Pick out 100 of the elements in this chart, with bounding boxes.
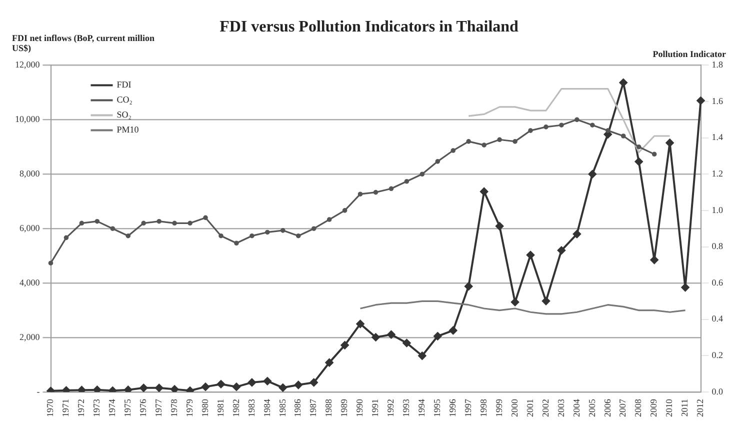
y2-axis-title: Pollution Indicator xyxy=(652,49,726,60)
point xyxy=(574,117,580,122)
y2-tick-label: 0.2 xyxy=(712,350,723,360)
point xyxy=(124,386,132,392)
legend-label: CO₂ xyxy=(116,94,132,105)
point xyxy=(590,122,595,128)
x-tick-label: 1970 xyxy=(45,398,56,417)
x-tick-label: 1997 xyxy=(462,398,473,417)
y2-tick-label: 0.4 xyxy=(712,314,724,324)
legend-label: PM10 xyxy=(116,124,140,135)
point xyxy=(402,338,411,347)
y2-tick-label: 0.8 xyxy=(712,241,724,252)
point xyxy=(325,358,334,367)
point xyxy=(64,235,69,240)
x-tick-label: 2001 xyxy=(524,399,535,417)
y-tick-label: - xyxy=(36,386,40,396)
x-tick-label: 1995 xyxy=(432,398,442,417)
point xyxy=(93,386,102,392)
point xyxy=(652,152,657,157)
point xyxy=(681,283,690,292)
point xyxy=(511,298,520,306)
point xyxy=(216,380,225,388)
y-tick-label: 6,000 xyxy=(20,222,40,233)
point xyxy=(126,233,131,238)
x-tick-label: 1980 xyxy=(200,398,210,417)
legend-label: FDI xyxy=(116,80,132,90)
x-tick-label: 2006 xyxy=(602,398,612,417)
point xyxy=(62,386,70,392)
point xyxy=(263,377,272,386)
point xyxy=(696,96,705,105)
x-tick-label: 2003 xyxy=(556,398,566,417)
point xyxy=(482,142,486,148)
x-tick-label: 1986 xyxy=(292,398,303,417)
point xyxy=(404,178,410,184)
x-tick-label: 1977 xyxy=(153,398,164,417)
x-tick-label: 2008 xyxy=(633,398,644,417)
x-tick-label: 1999 xyxy=(494,398,504,417)
x-tick-label: 2011 xyxy=(680,399,690,417)
point xyxy=(340,341,349,350)
point xyxy=(141,220,146,226)
x-tick-label: 1975 xyxy=(122,398,132,417)
point xyxy=(620,134,626,138)
x-tick-label: 1976 xyxy=(138,398,148,417)
x-tick-label: 2002 xyxy=(540,399,550,417)
x-tick-label: 1983 xyxy=(246,398,256,417)
point xyxy=(388,186,394,192)
point xyxy=(418,352,426,360)
point xyxy=(358,192,363,197)
y-tick-label: 12,000 xyxy=(15,60,40,70)
x-tick-label: 1971 xyxy=(60,399,71,417)
point xyxy=(278,384,287,392)
x-tick-label: 1990 xyxy=(354,398,365,417)
x-tick-label: 1991 xyxy=(370,399,380,417)
y-tick-label: 10,000 xyxy=(15,114,40,124)
point xyxy=(480,188,488,196)
point xyxy=(311,226,316,231)
point xyxy=(605,128,610,133)
point xyxy=(110,226,116,231)
x-tick-label: 2005 xyxy=(586,398,597,417)
point xyxy=(557,246,566,254)
y2-tick-label: 1.2 xyxy=(712,168,723,178)
x-tick-label: 1989 xyxy=(339,398,350,417)
point xyxy=(188,220,192,226)
x-tick-label: 1994 xyxy=(416,398,427,417)
point xyxy=(140,384,148,392)
point xyxy=(512,139,518,144)
y2-tick-label: 1.8 xyxy=(712,60,724,70)
point xyxy=(636,144,642,150)
point xyxy=(666,138,674,147)
x-tick-label: 1978 xyxy=(168,398,179,417)
point xyxy=(94,218,100,224)
point xyxy=(588,170,596,178)
point xyxy=(572,230,581,238)
x-tick-label: 2007 xyxy=(618,398,628,417)
point xyxy=(464,282,473,290)
x-tick-label: 1974 xyxy=(107,398,118,417)
x-tick-label: 1973 xyxy=(92,398,102,417)
point xyxy=(294,380,302,389)
point xyxy=(434,332,442,340)
y-axis-title: FDI net inflows (BoP, current million US$) xyxy=(12,33,155,54)
x-tick-label: 2012 xyxy=(695,399,706,417)
point xyxy=(232,382,240,391)
point xyxy=(373,190,378,195)
point xyxy=(496,222,504,230)
point xyxy=(218,233,224,238)
point xyxy=(544,124,548,130)
point xyxy=(48,260,54,266)
point xyxy=(497,137,502,142)
point xyxy=(526,251,535,260)
point xyxy=(156,218,162,224)
point xyxy=(387,330,396,339)
point xyxy=(559,122,564,128)
point xyxy=(372,333,380,342)
x-tick-label: 1996 xyxy=(447,398,458,417)
point xyxy=(265,230,270,235)
point xyxy=(172,220,177,226)
point xyxy=(634,158,643,166)
point xyxy=(356,320,364,328)
point xyxy=(420,172,425,177)
x-tick-label: 1985 xyxy=(277,398,288,417)
